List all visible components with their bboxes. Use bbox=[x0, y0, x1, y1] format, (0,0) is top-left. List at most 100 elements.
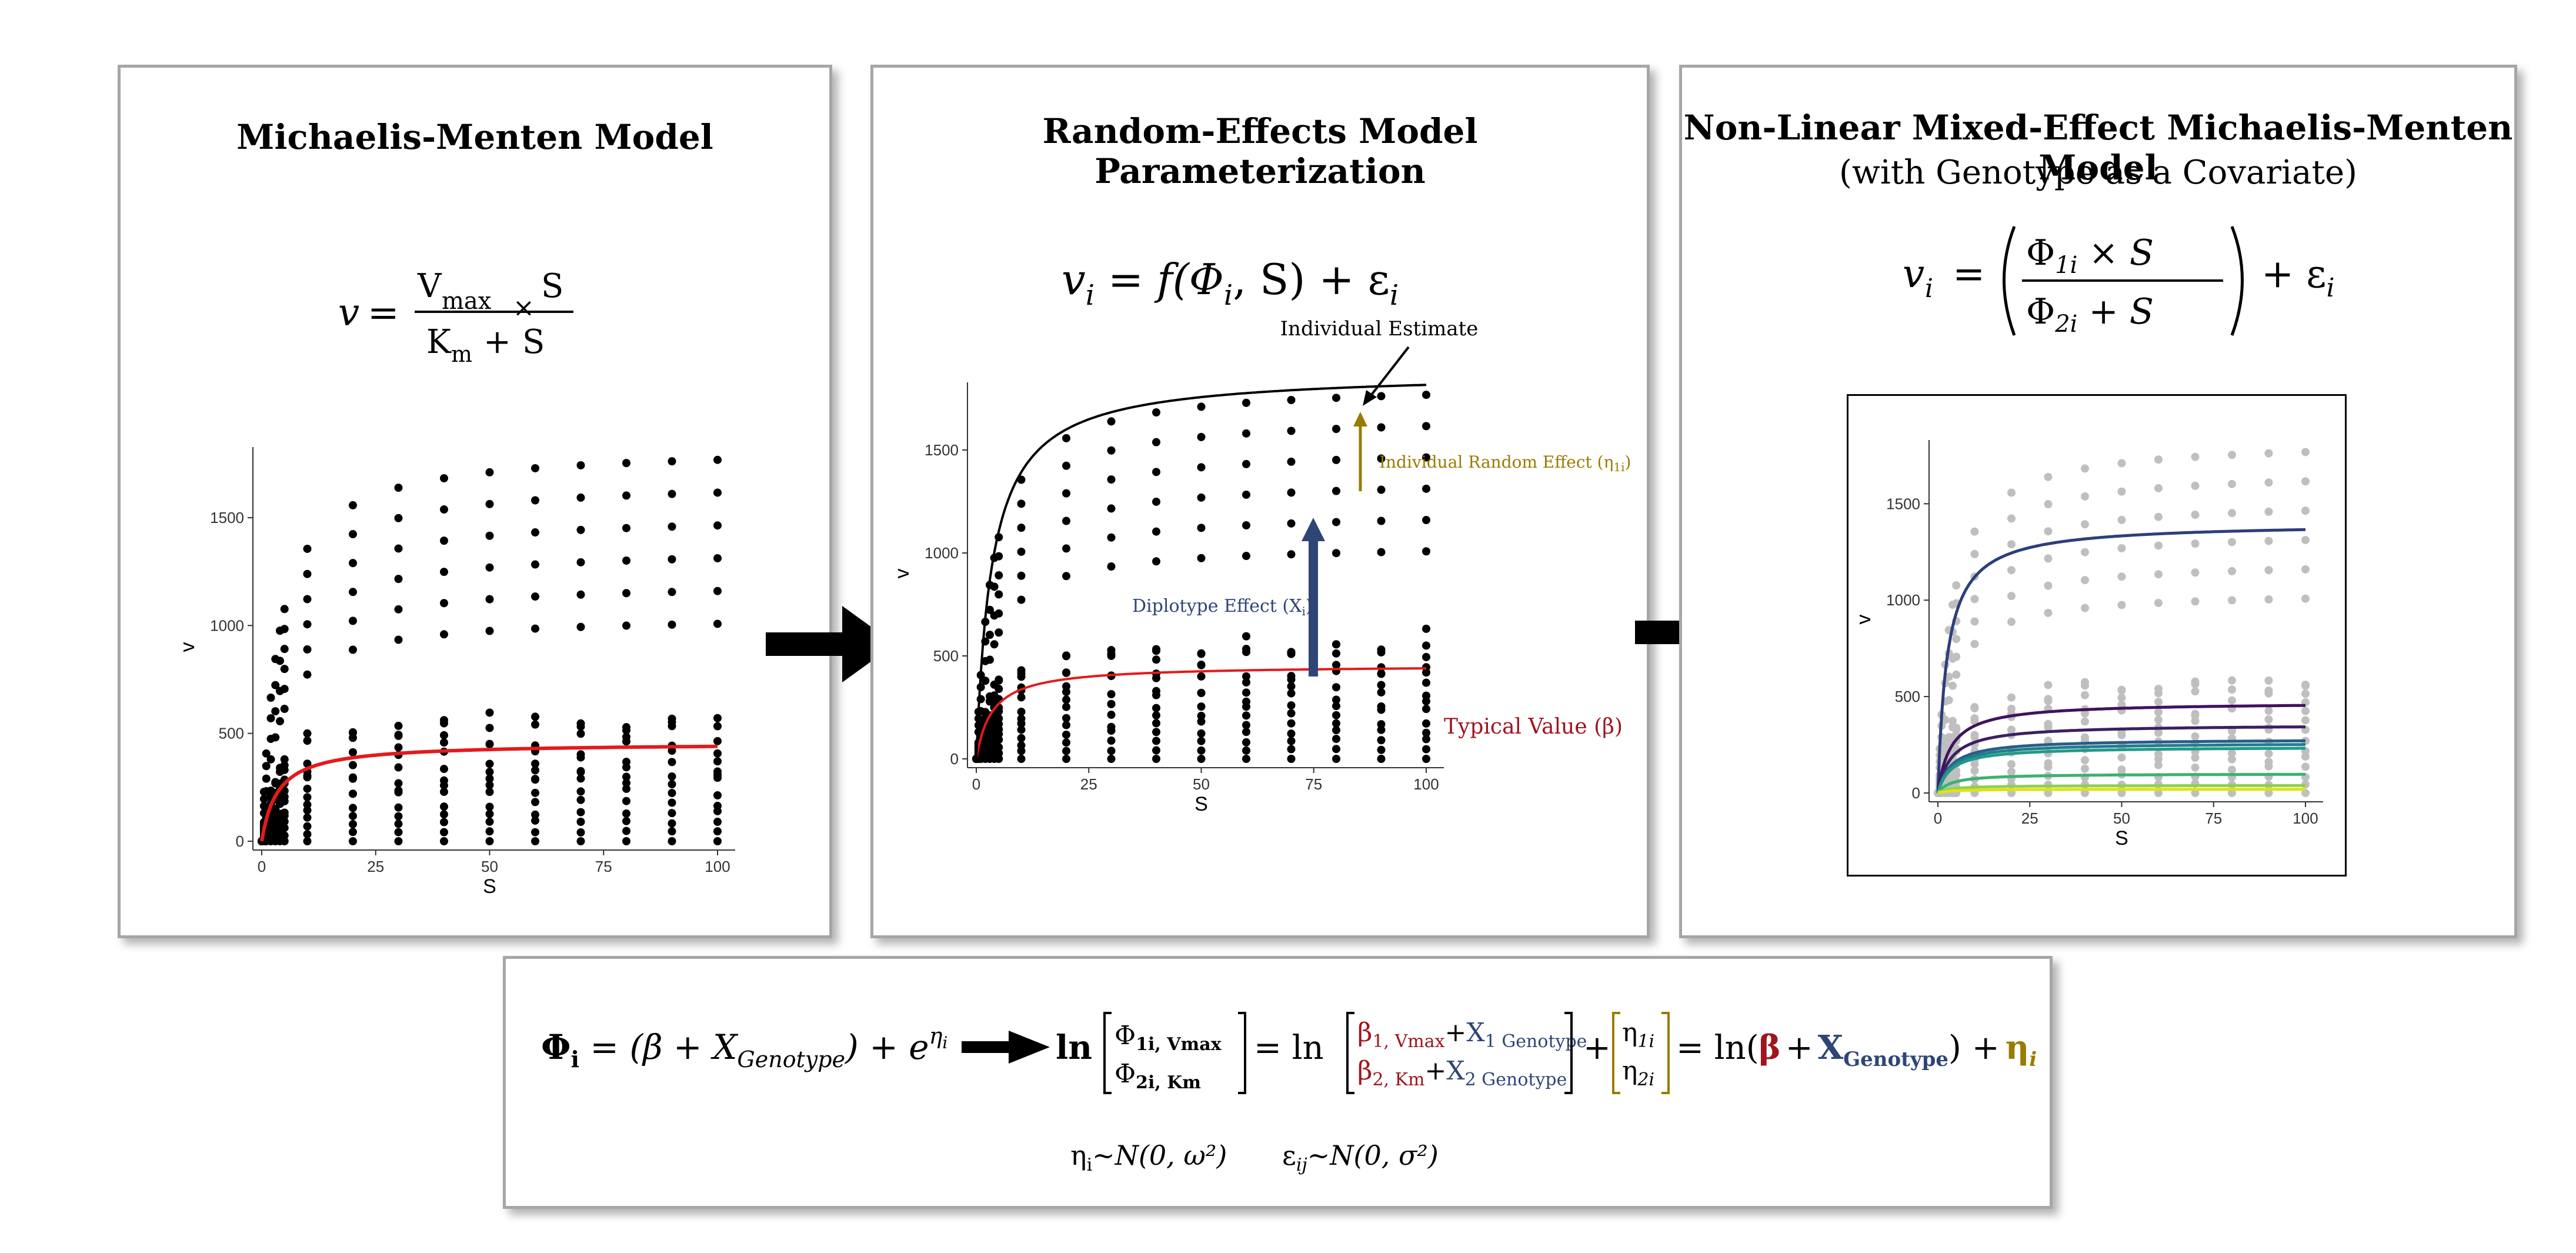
data-point bbox=[2117, 753, 2126, 762]
data-point bbox=[1197, 554, 1206, 562]
data-point bbox=[2228, 509, 2236, 518]
bottom-m1-top-phi: Φ bbox=[1115, 1021, 1136, 1051]
data-point bbox=[576, 828, 585, 837]
data-point bbox=[266, 714, 275, 722]
data-point bbox=[576, 461, 585, 469]
data-point bbox=[995, 552, 1003, 561]
panel2-title: Random-Effects Model Parameterization bbox=[1042, 111, 1478, 191]
eq3-num: Φ1i × S bbox=[2026, 232, 2154, 279]
x-tick-label: 100 bbox=[705, 858, 730, 875]
data-point bbox=[1377, 423, 1386, 432]
x-tick-label: 25 bbox=[1080, 775, 1097, 793]
data-point bbox=[2191, 763, 2200, 772]
eq3-phi2-sub: 2i bbox=[2054, 311, 2077, 338]
data-point bbox=[440, 568, 448, 576]
data-point bbox=[1422, 745, 1430, 754]
x-tick-label: 100 bbox=[1413, 775, 1439, 793]
data-point bbox=[2117, 459, 2126, 468]
data-point bbox=[1062, 489, 1070, 498]
data-point bbox=[2228, 567, 2236, 576]
x-tick-label: 25 bbox=[2021, 809, 2038, 827]
data-point bbox=[2191, 687, 2200, 696]
data-point bbox=[2264, 687, 2273, 695]
data-point bbox=[1422, 422, 1430, 431]
bottom-phi: Φ bbox=[541, 1027, 571, 1067]
data-point bbox=[2007, 693, 2016, 702]
bottom-final-x-sub: Genotype bbox=[1843, 1048, 1948, 1071]
data-point bbox=[1152, 527, 1160, 536]
fitted-curve bbox=[1937, 772, 2305, 794]
data-point bbox=[1948, 717, 1957, 725]
data-point bbox=[1062, 738, 1070, 747]
data-point bbox=[394, 837, 403, 845]
data-point bbox=[1152, 557, 1160, 566]
data-point bbox=[1952, 670, 1961, 679]
bottom-plus1: + bbox=[1445, 1018, 1467, 1048]
data-point bbox=[622, 772, 630, 781]
data-point bbox=[2191, 732, 2200, 741]
data-point bbox=[440, 731, 448, 739]
data-point bbox=[2301, 477, 2310, 486]
bottom-part2: ) + e bbox=[844, 1027, 929, 1067]
data-point bbox=[1017, 524, 1026, 532]
data-point bbox=[2228, 789, 2236, 797]
data-point bbox=[713, 827, 722, 836]
data-point bbox=[622, 817, 630, 825]
data-point bbox=[485, 759, 494, 768]
data-point bbox=[2154, 708, 2163, 717]
data-point bbox=[1422, 453, 1430, 462]
bottom-x1-sub: 1 Genotype bbox=[1485, 1031, 1587, 1052]
data-point bbox=[440, 738, 448, 747]
data-point bbox=[2044, 527, 2053, 536]
data-point bbox=[995, 628, 1003, 637]
fitted-curve bbox=[1936, 704, 2305, 794]
data-point bbox=[1332, 640, 1340, 649]
data-point bbox=[1242, 459, 1250, 468]
y-axis-label: v bbox=[891, 569, 913, 579]
data-point bbox=[576, 795, 585, 804]
data-point bbox=[1332, 702, 1340, 711]
data-point bbox=[280, 605, 289, 614]
data-point bbox=[668, 819, 676, 828]
data-point bbox=[1948, 681, 1957, 690]
data-point bbox=[440, 630, 448, 639]
data-point bbox=[1197, 755, 1206, 763]
data-point bbox=[576, 808, 585, 817]
data-point bbox=[1952, 652, 1961, 661]
y-tick-label: 0 bbox=[236, 832, 244, 850]
bottom-m1-bot-phi: Φ bbox=[1115, 1059, 1136, 1089]
data-point bbox=[576, 729, 585, 738]
data-point bbox=[713, 749, 722, 758]
data-point bbox=[995, 743, 1003, 752]
data-point bbox=[394, 605, 403, 614]
data-point bbox=[995, 571, 1003, 580]
data-point bbox=[531, 766, 539, 775]
data-point bbox=[531, 464, 539, 472]
data-point bbox=[622, 621, 630, 630]
data-point bbox=[440, 810, 448, 819]
bottom-final-plus: + bbox=[1786, 1029, 1813, 1067]
fitted-curve bbox=[1936, 528, 2306, 794]
data-point bbox=[2191, 753, 2200, 762]
bottom-arrow bbox=[962, 1031, 1050, 1064]
data-point bbox=[485, 788, 494, 797]
data-point bbox=[1017, 707, 1026, 716]
data-point bbox=[1332, 711, 1340, 719]
bottom-plus-mid: + bbox=[1583, 1029, 1611, 1067]
data-point bbox=[2228, 755, 2236, 764]
data-point bbox=[1970, 717, 1979, 726]
data-point bbox=[668, 789, 676, 798]
data-point bbox=[713, 586, 722, 595]
data-point bbox=[1242, 728, 1250, 737]
data-point bbox=[1062, 544, 1070, 553]
data-point bbox=[2117, 487, 2126, 496]
data-point bbox=[531, 712, 539, 721]
panel-random-effects: Random-Effects Model Parameterization vi… bbox=[870, 65, 1650, 938]
data-point bbox=[1152, 746, 1160, 755]
data-point bbox=[622, 524, 630, 532]
data-point bbox=[2081, 576, 2089, 585]
data-point bbox=[985, 631, 994, 639]
data-point bbox=[622, 556, 630, 565]
bottom-eta1: η bbox=[1622, 1018, 1637, 1048]
data-point bbox=[1152, 674, 1160, 682]
